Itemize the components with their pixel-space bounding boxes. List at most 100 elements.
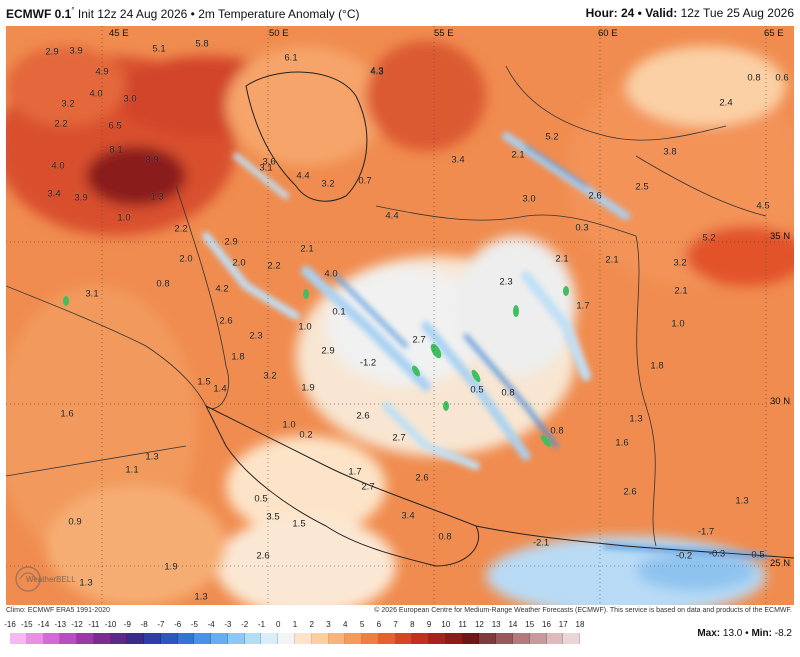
lon-label-65e: 65 E bbox=[764, 28, 784, 39]
value-label: 1.0 bbox=[671, 318, 685, 330]
value-label: 2.2 bbox=[267, 260, 281, 272]
value-label: 2.4 bbox=[719, 97, 733, 109]
watermark-text: WeatherBELL bbox=[26, 575, 76, 584]
value-label: -1.2 bbox=[359, 357, 377, 369]
value-label: 6.5 bbox=[108, 120, 122, 132]
color-swatch bbox=[177, 633, 195, 644]
value-label: 1.8 bbox=[231, 351, 245, 363]
caspian-sea-outline bbox=[245, 71, 368, 202]
value-label: 3.8 bbox=[663, 146, 677, 158]
color-swatch bbox=[43, 633, 61, 644]
value-label: 3.1 bbox=[85, 288, 99, 300]
color-swatch bbox=[429, 633, 446, 644]
color-swatch bbox=[496, 633, 513, 644]
value-label: 0.2 bbox=[299, 429, 313, 441]
hour-value: 24 bbox=[620, 6, 635, 20]
color-scale-tick: -3 bbox=[224, 620, 232, 629]
climo-note: Climo: ECMWF ERA5 1991-2020 bbox=[6, 607, 110, 614]
color-swatch bbox=[244, 633, 262, 644]
color-scale-tick: -1 bbox=[257, 620, 266, 629]
value-label: 2.5 bbox=[635, 181, 649, 193]
color-scale-tick: -11 bbox=[88, 620, 100, 629]
init-time: Init 12z 24 Aug 2026 bbox=[77, 6, 188, 21]
value-label: 2.1 bbox=[674, 285, 688, 297]
valid-label: Valid: bbox=[645, 6, 678, 20]
color-scale-tick: 18 bbox=[575, 620, 585, 629]
color-swatch bbox=[160, 633, 178, 644]
copyright-note: © 2026 European Centre for Medium-Range … bbox=[374, 607, 792, 614]
color-swatch bbox=[127, 633, 145, 644]
temperature-field bbox=[6, 41, 794, 605]
value-label: 3.2 bbox=[263, 370, 277, 382]
value-label: 1.6 bbox=[615, 437, 629, 449]
lat-label-25n: 25 N bbox=[770, 558, 791, 569]
value-label: 0.5 bbox=[470, 384, 484, 396]
color-scale-tick: 3 bbox=[326, 620, 331, 629]
max-value: 13.0 bbox=[722, 628, 743, 639]
value-label: 2.6 bbox=[623, 486, 637, 498]
color-swatch bbox=[563, 633, 581, 644]
value-label: 1.3 bbox=[79, 577, 93, 589]
value-label: 0.8 bbox=[550, 425, 564, 437]
max-label: Max: bbox=[697, 628, 721, 639]
value-label: 4.0 bbox=[51, 160, 65, 172]
color-scale-tick: -4 bbox=[207, 620, 215, 629]
color-scale-tick: -15 bbox=[20, 620, 33, 629]
color-scale-tick: -5 bbox=[190, 620, 198, 629]
gridlines bbox=[6, 26, 794, 605]
coastline-south bbox=[475, 525, 794, 559]
color-swatch bbox=[26, 633, 44, 644]
value-label: 0.8 bbox=[747, 72, 761, 84]
value-label: 2.1 bbox=[555, 253, 569, 265]
color-scale-tick: -13 bbox=[54, 620, 67, 629]
value-label: 5.8 bbox=[195, 38, 209, 50]
variable-name: 2m Temperature Anomaly (°C) bbox=[198, 6, 360, 21]
color-scale-tick: -10 bbox=[104, 620, 117, 629]
lat-label-30n: 30 N bbox=[770, 396, 791, 407]
color-swatch bbox=[10, 633, 27, 644]
color-swatch bbox=[211, 633, 228, 644]
min-label: Min: bbox=[751, 628, 772, 639]
hour-label: Hour: bbox=[585, 6, 618, 20]
color-swatch bbox=[261, 633, 279, 644]
color-scale-ticks: -16 -15 -14 -13 -12 -11 -10 -9 -8 -7 -6 -5 -4 -3 -2 -1 0… bbox=[4, 620, 584, 632]
color-scale-tick: 11 bbox=[458, 620, 467, 629]
value-label: 1.9 bbox=[301, 382, 315, 394]
value-label: 1.5 bbox=[197, 376, 211, 388]
anomaly-map[interactable]: 45 E 50 E 55 E 60 E 65 E 35 N 30 N 25 N … bbox=[6, 26, 794, 605]
value-label: 1.6 bbox=[60, 408, 74, 420]
value-label: 2.7 bbox=[392, 432, 406, 444]
value-label: 2.3 bbox=[249, 330, 263, 342]
value-label: 1.0 bbox=[117, 212, 131, 224]
persian-gulf-outline bbox=[204, 404, 479, 567]
value-label: 1.0 bbox=[282, 419, 296, 431]
value-label: 4.2 bbox=[215, 283, 229, 295]
value-label: 0.5 bbox=[751, 549, 765, 561]
color-scale-tick: 13 bbox=[491, 620, 501, 629]
color-scale-tick: 12 bbox=[474, 620, 484, 629]
value-label: -2.1 bbox=[532, 537, 550, 549]
value-label: 3.2 bbox=[673, 257, 687, 269]
lon-label-45e: 45 E bbox=[109, 28, 129, 39]
color-scale-tick: 1 bbox=[292, 620, 298, 629]
value-label: 2.7 bbox=[412, 334, 426, 346]
value-label: 0.6 bbox=[775, 72, 789, 84]
value-label: 3.4 bbox=[401, 510, 415, 522]
color-swatch bbox=[77, 633, 94, 644]
value-label: 5.2 bbox=[702, 232, 716, 244]
color-scale-tick: -7 bbox=[157, 620, 165, 629]
value-label: 3.1 bbox=[259, 162, 273, 174]
lat-label-35n: 35 N bbox=[770, 231, 791, 242]
value-label: 5.2 bbox=[545, 131, 559, 143]
color-swatch bbox=[462, 633, 480, 644]
value-label: 1.0 bbox=[298, 321, 312, 333]
cool-streaks bbox=[202, 132, 769, 559]
value-label: 3.2 bbox=[61, 98, 75, 110]
value-label: 1.3 bbox=[194, 591, 208, 603]
color-swatch bbox=[278, 633, 296, 644]
color-scale-tick: 9 bbox=[426, 620, 432, 629]
value-label: 1.4 bbox=[213, 383, 227, 395]
color-scale-tick: -16 bbox=[4, 620, 16, 629]
color-swatch bbox=[227, 633, 245, 644]
value-label: 4.0 bbox=[89, 88, 103, 100]
